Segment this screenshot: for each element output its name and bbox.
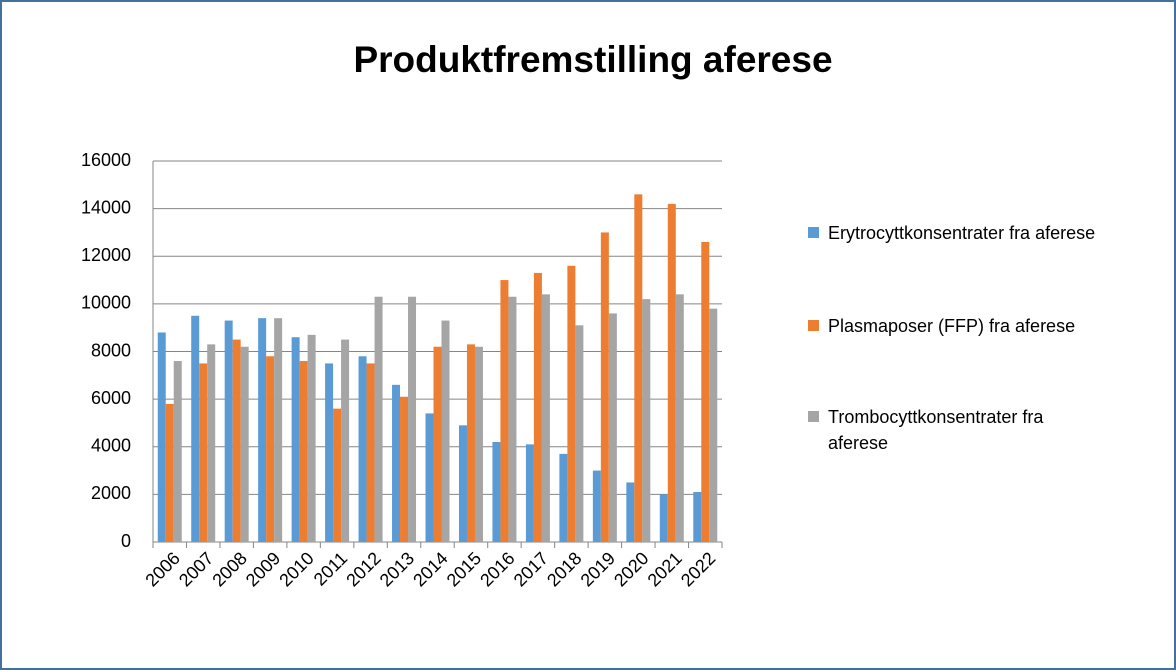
bar xyxy=(374,296,383,542)
legend-label: Trombocyttkonsentrater fra aferese xyxy=(828,407,1044,453)
bar xyxy=(258,318,267,542)
bar xyxy=(541,294,550,542)
bar xyxy=(701,241,710,542)
x-tick-label: 2007 xyxy=(175,548,217,590)
bar xyxy=(291,337,300,542)
bar xyxy=(400,396,409,542)
x-tick-label: 2014 xyxy=(409,548,451,590)
x-tick-label: 2019 xyxy=(577,548,619,590)
bar xyxy=(433,346,442,542)
bar xyxy=(533,272,542,542)
x-tick-label: 2013 xyxy=(376,548,418,590)
y-tick-label: 12000 xyxy=(81,245,131,265)
bar xyxy=(575,325,584,542)
x-tick-label: 2016 xyxy=(476,548,518,590)
bar xyxy=(525,444,534,542)
y-tick-label: 10000 xyxy=(81,293,131,313)
bar xyxy=(626,482,635,542)
legend-item: Trombocyttkonsentrater fra aferese xyxy=(808,404,1108,456)
legend-swatch xyxy=(808,227,819,238)
bar xyxy=(675,294,684,542)
bar xyxy=(500,280,509,542)
x-tick-label: 2015 xyxy=(443,548,485,590)
bar xyxy=(559,453,568,542)
legend-label: Erytrocyttkonsentrater fra aferese xyxy=(828,223,1096,243)
x-tick-label: 2022 xyxy=(677,548,719,590)
bar xyxy=(425,413,434,542)
legend-swatch xyxy=(808,320,819,331)
legend-swatch xyxy=(808,411,819,422)
bar xyxy=(157,332,166,542)
x-tick-label: 2017 xyxy=(510,548,552,590)
x-tick-label: 2008 xyxy=(208,548,250,590)
bar xyxy=(474,346,483,542)
legend-label: Plasmaposer (FFP) fra aferese xyxy=(828,316,1076,336)
y-tick-label: 2000 xyxy=(91,483,131,503)
bar xyxy=(709,308,718,542)
y-tick-label: 6000 xyxy=(91,388,131,408)
bar xyxy=(240,346,249,542)
bar xyxy=(492,441,501,542)
bar xyxy=(207,344,216,542)
bar xyxy=(358,356,367,542)
x-tick-label: 2020 xyxy=(610,548,652,590)
bar xyxy=(693,491,702,542)
bar xyxy=(366,363,375,542)
bar xyxy=(392,384,401,542)
bar xyxy=(592,470,601,542)
y-tick-label: 16000 xyxy=(81,150,131,170)
bar xyxy=(266,356,275,542)
x-tick-label: 2021 xyxy=(644,548,686,590)
x-tick-label: 2018 xyxy=(543,548,585,590)
bar xyxy=(191,315,200,542)
bar xyxy=(458,425,467,542)
bar xyxy=(224,320,233,542)
legend-item: Plasmaposer (FFP) fra aferese xyxy=(808,313,1108,339)
x-tick-label: 2012 xyxy=(342,548,384,590)
bar xyxy=(600,232,609,542)
bar xyxy=(567,265,576,542)
bar xyxy=(441,320,450,542)
x-tick-label: 2009 xyxy=(242,548,284,590)
y-tick-label: 0 xyxy=(121,531,131,551)
bar xyxy=(466,344,475,542)
chart-title: Produktfremstilling aferese xyxy=(353,39,832,80)
y-tick-label: 4000 xyxy=(91,436,131,456)
bar xyxy=(333,408,342,542)
x-tick-label: 2010 xyxy=(275,548,317,590)
bar xyxy=(307,334,316,542)
bar xyxy=(642,299,651,542)
bar xyxy=(232,339,241,542)
x-tick-label: 2006 xyxy=(141,548,183,590)
bar xyxy=(173,361,182,542)
bar xyxy=(299,361,308,542)
bar xyxy=(325,363,334,542)
bar xyxy=(408,296,417,542)
bar xyxy=(274,318,283,542)
y-tick-label: 8000 xyxy=(91,340,131,360)
bar xyxy=(341,339,350,542)
bar xyxy=(165,403,174,542)
legend-item: Erytrocyttkonsentrater fra aferese xyxy=(808,220,1108,246)
bar xyxy=(634,194,643,542)
x-tick-label: 2011 xyxy=(310,548,352,590)
bar xyxy=(659,494,668,542)
bar xyxy=(199,363,208,542)
bar xyxy=(508,296,517,542)
bar xyxy=(667,203,676,543)
y-tick-label: 14000 xyxy=(81,197,131,217)
bar xyxy=(608,313,617,542)
